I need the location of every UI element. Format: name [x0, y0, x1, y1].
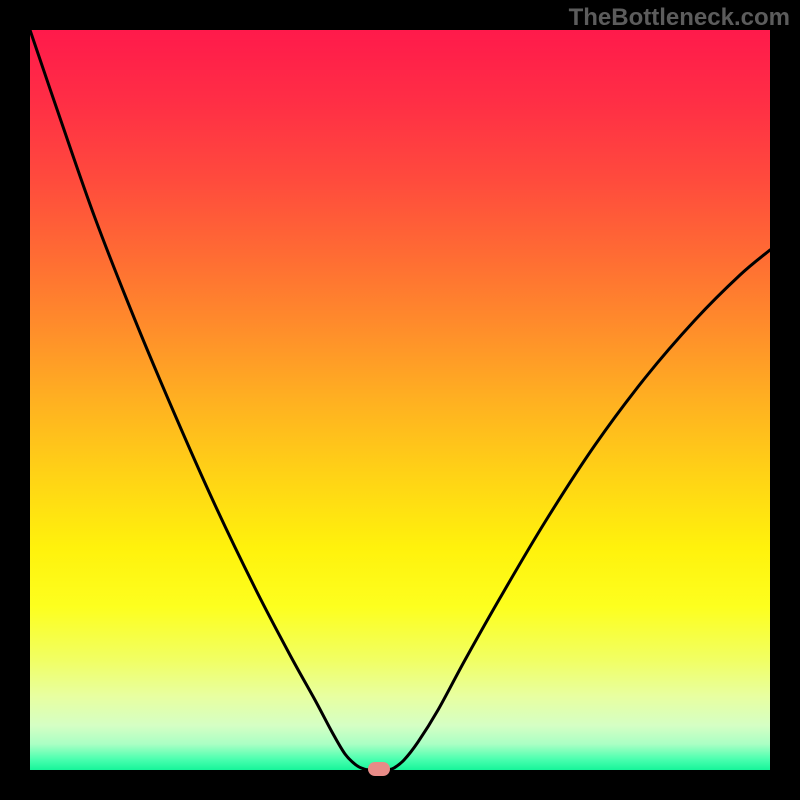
minimum-marker — [368, 762, 390, 776]
curve-layer — [0, 0, 800, 800]
watermark-text: TheBottleneck.com — [569, 4, 790, 32]
chart-root: TheBottleneck.com — [0, 0, 800, 800]
curve-right-branch — [388, 250, 770, 770]
curve-left-branch — [30, 30, 370, 770]
